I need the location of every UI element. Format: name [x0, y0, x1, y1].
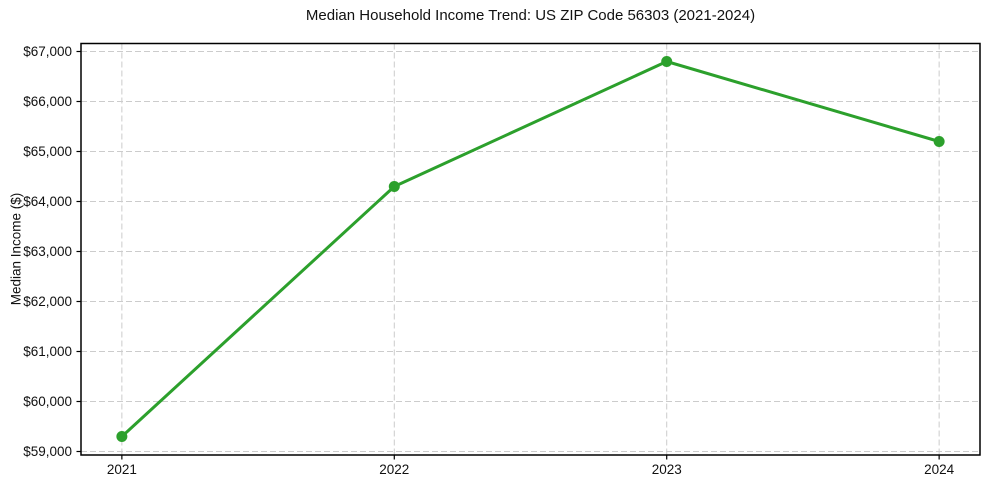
data-point-2021	[116, 431, 128, 442]
data-point-2024	[933, 136, 945, 147]
y-tick-label: $63,000	[23, 244, 72, 259]
x-tick-label: 2024	[924, 462, 955, 477]
income-trend-line	[120, 60, 941, 438]
y-tick-label: $62,000	[23, 294, 72, 309]
y-tick-label: $65,000	[23, 144, 72, 159]
x-tick-label: 2022	[379, 462, 409, 477]
x-tick-label: 2021	[107, 462, 137, 477]
y-axis-label: Median Income ($)	[8, 192, 24, 306]
y-tick-label: $66,000	[23, 94, 72, 109]
y-tick-label: $64,000	[23, 194, 72, 209]
axes-frame	[80, 42, 981, 456]
data-point-2022	[388, 181, 400, 192]
data-point-2023	[661, 56, 673, 67]
y-tick-label: $59,000	[23, 444, 72, 459]
y-tick-label: $60,000	[23, 394, 72, 409]
x-tick-label: 2023	[652, 462, 682, 477]
y-tick-label: $61,000	[23, 344, 72, 359]
chart-title: Median Household Income Trend: US ZIP Co…	[305, 7, 756, 24]
y-tick-label: $67,000	[23, 44, 72, 59]
